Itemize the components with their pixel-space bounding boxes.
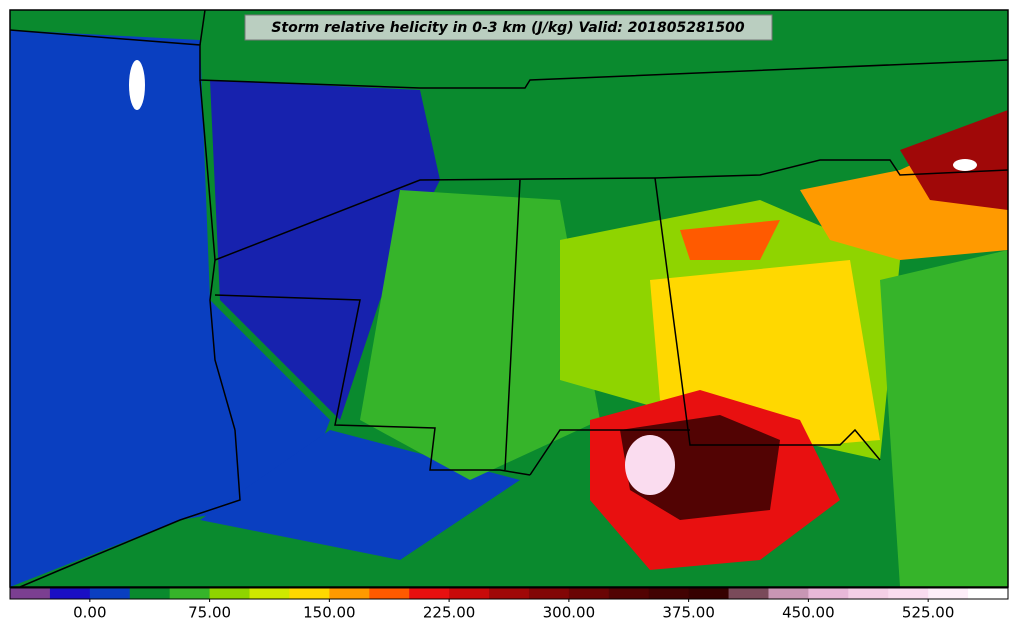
- colorbar-segment: [169, 588, 211, 599]
- colorbar-segment: [209, 588, 251, 599]
- colorbar-segment: [808, 588, 849, 599]
- colorbar-segment: [768, 588, 809, 599]
- colorbar-tick-label: 225.00: [423, 604, 476, 622]
- map-title: Storm relative helicity in 0-3 km (J/kg)…: [271, 20, 745, 36]
- colorbar-segment: [409, 588, 450, 599]
- colorbar-segment: [688, 588, 730, 599]
- colorbar-segment: [369, 588, 410, 599]
- colorbar-segment: [49, 588, 91, 599]
- colorbar-segment: [928, 588, 969, 599]
- colorbar-segment: [10, 588, 51, 599]
- colorbar-segment: [249, 588, 290, 599]
- colorbar-tick-label: 375.00: [662, 604, 715, 622]
- colorbar-segment: [848, 588, 889, 599]
- colorbar-segment: [489, 588, 530, 599]
- colorbar-frame: [9, 587, 1009, 600]
- colorbar-segment: [129, 588, 171, 599]
- colorbar-tick-label: 525.00: [902, 604, 955, 622]
- colorbar-segment: [89, 588, 131, 599]
- colorbar-segment: [728, 588, 769, 599]
- colorbar-tick-label: 450.00: [782, 604, 835, 622]
- colorbar-tick-label: 300.00: [543, 604, 596, 622]
- colorbar-segment: [648, 588, 690, 599]
- colorbar-segment: [449, 588, 490, 599]
- colorbar-tick-label: 150.00: [303, 604, 356, 622]
- colorbar-segment: [568, 588, 610, 599]
- colorbar-segment: [528, 588, 570, 599]
- colorbar-segment: [888, 588, 929, 599]
- map-frame: [9, 9, 1009, 588]
- colorbar-segment: [608, 588, 650, 599]
- colorbar-tick-label: 0.00: [73, 604, 106, 622]
- title-box: [244, 14, 773, 41]
- colorbar-segment: [329, 588, 370, 599]
- colorbar-tick-label: 75.00: [188, 604, 231, 622]
- colorbar-segment: [968, 588, 1009, 599]
- map: [10, 10, 1008, 587]
- colorbar-segment: [289, 588, 330, 599]
- colorbar: 0.00 75.00 150.00 225.00 300.00 375.00 450.00 5…: [9, 587, 1009, 622]
